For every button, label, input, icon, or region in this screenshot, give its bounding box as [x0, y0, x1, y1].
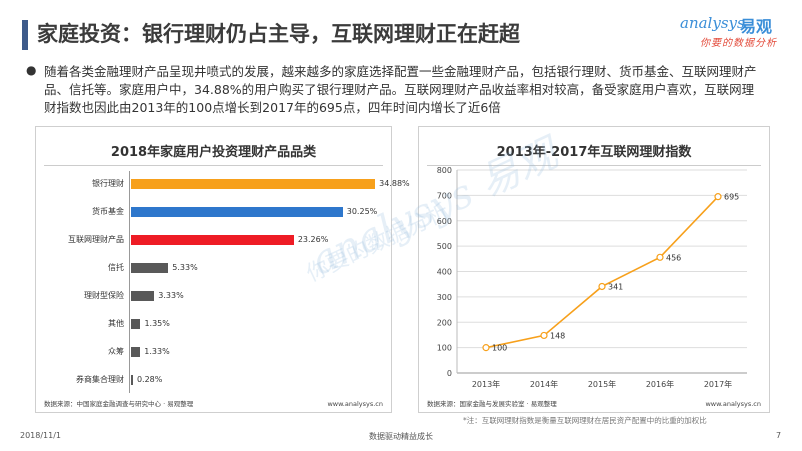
logo-text-cn: 易观	[740, 17, 773, 36]
bar	[131, 319, 141, 329]
page-title: 家庭投资：银行理财仍占主导，互联网理财正在赶超	[37, 22, 520, 46]
data-label: 148	[550, 331, 565, 340]
bar-value-label: 1.33%	[144, 347, 170, 356]
y-tick-label: 400	[437, 268, 452, 277]
bar	[131, 347, 141, 357]
x-tick-label: 2015年	[588, 379, 616, 389]
y-tick-label: 700	[437, 191, 452, 200]
bar-value-label: 34.88%	[379, 179, 410, 188]
y-tick-label: 600	[437, 217, 452, 226]
bar-category-label: 其他	[108, 319, 124, 328]
bar-value-label: 23.26%	[297, 235, 329, 244]
data-point	[482, 344, 490, 352]
bar-value-label: 1.35%	[144, 319, 170, 328]
data-point	[714, 193, 722, 201]
y-tick-label: 0	[447, 369, 452, 378]
y-tick-label: 100	[437, 344, 452, 353]
bar	[131, 207, 343, 217]
bar-row: 银行理财 34.88%	[36, 177, 410, 191]
data-label: 695	[724, 193, 739, 202]
chart-note: *注：互联网理财指数是衡量互联网理财在居民资产配置中的比重的加权比	[463, 416, 707, 425]
x-tick-label: 2016年	[646, 379, 674, 389]
line-chart-svg: 0 100 200 300 400 500 600 700 800 2013年 2014年 2015年…	[437, 166, 747, 389]
x-tick-label: 2013年	[472, 379, 500, 389]
y-tick-label: 200	[437, 318, 452, 327]
footer-slogan: 数据驱动精益成长	[369, 432, 433, 441]
page-number: 7	[776, 431, 782, 440]
bar-chart-divider	[44, 165, 383, 166]
bar-chart-panel: 2018年家庭用户投资理财产品品类 银行理财 34.88% 货币基金 30.25% 互联…	[35, 126, 410, 413]
bar	[131, 291, 155, 301]
bar-row: 众筹 1.33%	[36, 345, 391, 359]
bar-category-label: 众筹	[108, 347, 124, 356]
data-point	[540, 331, 548, 340]
bar	[131, 375, 133, 385]
bar-row: 理财型保险 3.33%	[36, 289, 391, 303]
bar-category-label: 理财型保险	[84, 291, 124, 300]
line-chart-url: www.analysys.cn	[705, 400, 761, 408]
bar-row: 货币基金 30.25%	[36, 205, 391, 219]
title-accent-bar	[22, 20, 28, 50]
series-line	[485, 196, 719, 349]
bar	[131, 263, 169, 273]
x-tick-label: 2017年	[704, 379, 732, 389]
bar-category-label: 券商集合理财	[76, 375, 124, 384]
bar-row: 互联网理财产品 23.26%	[36, 233, 391, 247]
bar	[131, 179, 376, 189]
bar-row: 其他 1.35%	[36, 317, 391, 331]
logo-tagline: 你要的数据分析	[700, 38, 777, 49]
bar-chart-axis	[129, 171, 130, 393]
x-tick-label: 2014年	[530, 379, 558, 389]
bar-chart-source: 数据来源：中国家庭金融调查与研究中心 · 易观整理	[44, 400, 194, 408]
bar-category-label: 信托	[108, 263, 124, 272]
bullet-icon: ●	[26, 63, 37, 77]
data-label: 456	[666, 253, 681, 262]
y-tick-label: 800	[437, 166, 452, 175]
data-point	[598, 282, 606, 291]
bar-value-label: 30.25%	[346, 207, 378, 216]
bar	[131, 235, 294, 245]
bar-row: 信托 5.33%	[36, 261, 391, 275]
data-label: 100	[492, 344, 507, 353]
data-point	[656, 253, 664, 261]
line-chart-title: 2013年-2017年互联网理财指数	[496, 145, 692, 160]
bar-category-label: 银行理财	[92, 179, 124, 188]
bar-chart-url: www.analysys.cn	[327, 400, 383, 408]
bar-value-label: 5.33%	[172, 263, 198, 272]
bar-chart-title: 2018年家庭用户投资理财产品品类	[110, 145, 317, 160]
line-chart-source: 数据来源：国家金融与发展实验室 · 易观整理	[427, 400, 557, 408]
logo-text-en: analysys	[680, 14, 745, 32]
analysys-logo: analysys 易观 你要的数据分析	[680, 14, 790, 54]
bar-value-label: 0.28%	[136, 375, 163, 384]
line-chart-divider	[427, 165, 761, 166]
data-label: 341	[608, 282, 623, 291]
bar-category-label: 互联网理财产品	[68, 235, 124, 244]
bar-row: 券商集合理财 0.28%	[36, 373, 391, 387]
footer-date: 2018/11/1	[20, 431, 62, 440]
bar-value-label: 3.33%	[158, 291, 184, 300]
y-tick-label: 500	[437, 242, 452, 251]
summary-text: 随着各类金融理财产品呈现井喷式的发展，越来越多的家庭选择配置一些金融理财产品，包…	[44, 64, 757, 115]
y-tick-label: 300	[437, 293, 452, 302]
bar-category-label: 货币基金	[92, 207, 124, 216]
line-chart-panel: 2013年-2017年互联网理财指数 0 100 200 300 400 500 600 70…	[418, 126, 770, 413]
